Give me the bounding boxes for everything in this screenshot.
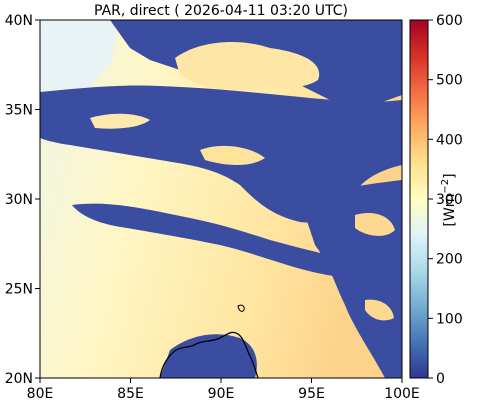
colorbar-gradient	[409, 19, 429, 379]
y-tick-label: 30N	[5, 192, 33, 208]
x-tick-label: 90E	[208, 386, 235, 402]
y-tick-label: 25N	[5, 282, 33, 298]
colorbar-tick-label: 0	[436, 371, 445, 387]
colorbar-tick-label: 200	[436, 252, 463, 268]
x-tick-label: 80E	[27, 386, 54, 402]
colorbar-tick-label: 300	[436, 192, 463, 208]
colorbar-tick-label: 100	[436, 311, 463, 327]
colorbar-tick-label: 400	[436, 132, 463, 148]
map-raster	[40, 20, 402, 378]
y-tick-label: 20N	[5, 371, 33, 387]
colorbar-tick-label: 500	[436, 73, 463, 89]
clear-patch-north	[175, 42, 320, 91]
cloud-bay	[160, 334, 257, 378]
y-axis: 20N 25N 30N 35N 40N	[5, 13, 40, 387]
cloud-streak-south	[72, 203, 402, 279]
colorbar-unit-label: [Wm−2]	[440, 173, 458, 227]
x-axis: 80E 85E 90E 95E 100E	[27, 378, 420, 402]
pale-region	[40, 20, 118, 112]
coastline-island	[237, 304, 245, 312]
x-tick-label: 95E	[298, 386, 325, 402]
x-tick-label: 100E	[384, 386, 420, 402]
colorbar-tick-label: 600	[436, 13, 463, 29]
coastline	[159, 331, 259, 379]
map-title: PAR, direct ( 2026-04-11 03:20 UTC)	[94, 3, 348, 19]
y-tick-label: 35N	[5, 103, 33, 119]
colorbar: 0 100 200 300 400 500 600	[409, 13, 463, 387]
y-tick-label: 40N	[5, 13, 33, 29]
x-tick-label: 85E	[117, 386, 144, 402]
